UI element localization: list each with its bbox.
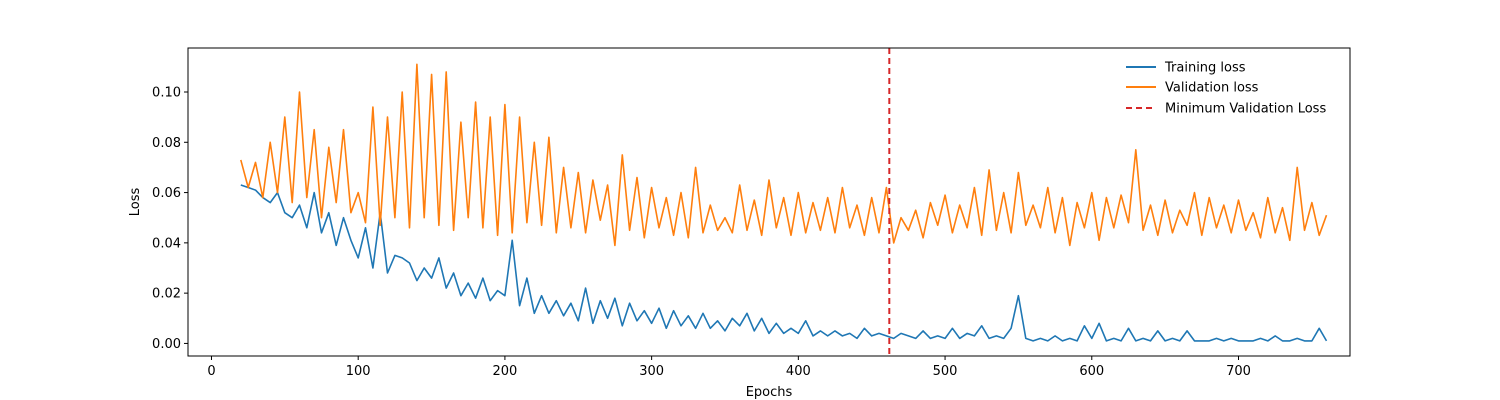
y-tick-label: 0.04 [152, 236, 181, 251]
y-tick-label: 0.10 [152, 86, 181, 101]
legend-label-validation-loss: Validation loss [1165, 81, 1259, 96]
x-tick-label: 400 [786, 364, 811, 379]
validation-loss-line [240, 63, 1328, 247]
legend-label-minimum-validation-loss: Minimum Validation Loss [1165, 102, 1326, 117]
chart-legend: Training loss Validation loss Minimum Va… [1126, 61, 1326, 117]
y-axis-ticks: 0.00 0.02 0.04 0.06 0.08 0.10 [152, 86, 188, 352]
x-tick-label: 500 [933, 364, 958, 379]
x-tick-label: 200 [492, 364, 517, 379]
training-loss-line [240, 184, 1328, 342]
x-tick-label: 300 [639, 364, 664, 379]
y-tick-label: 0.08 [152, 136, 181, 151]
y-tick-label: 0.06 [152, 186, 181, 201]
y-axis-label: Loss [128, 188, 143, 217]
x-axis-label: Epochs [746, 385, 793, 400]
y-tick-label: 0.02 [152, 287, 181, 302]
y-tick-label: 0.00 [152, 337, 181, 352]
series-layer [240, 63, 1328, 342]
x-tick-label: 700 [1226, 364, 1251, 379]
x-tick-label: 600 [1079, 364, 1104, 379]
x-axis-ticks: 0 100 200 300 400 500 600 700 [207, 356, 1251, 379]
plot-area-frame [187, 47, 1351, 357]
x-tick-label: 100 [346, 364, 371, 379]
legend-label-training-loss: Training loss [1164, 61, 1246, 76]
x-tick-label: 0 [207, 364, 215, 379]
